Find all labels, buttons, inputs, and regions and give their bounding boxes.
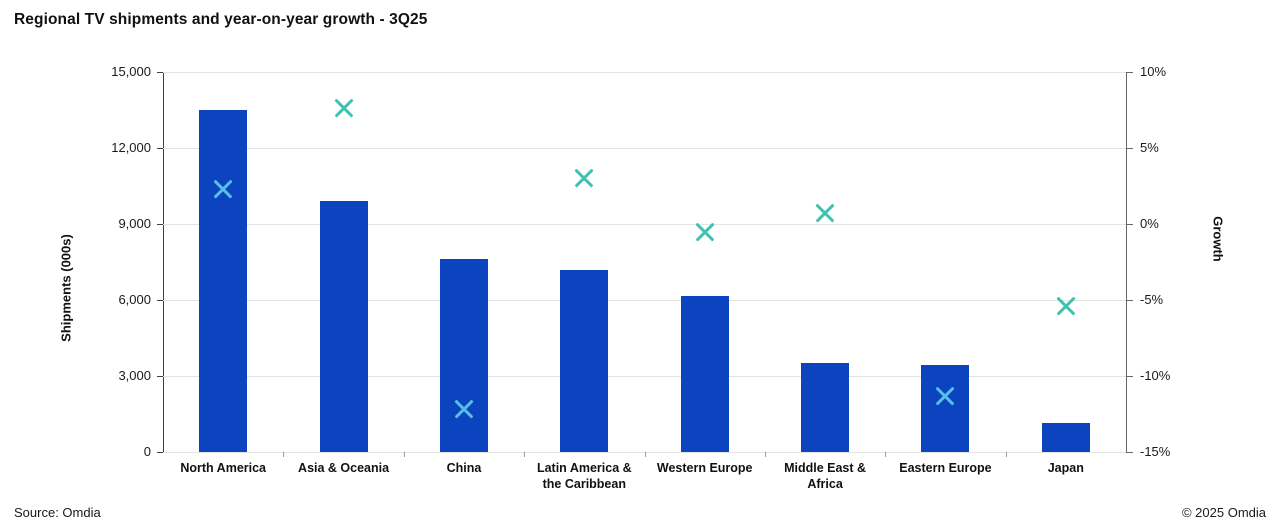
category-label: Western Europe [656, 461, 753, 475]
right-axis-line [1126, 72, 1127, 453]
right-axis-tick [1127, 72, 1133, 73]
left-axis-tick [157, 452, 163, 453]
shipments-bar [801, 363, 850, 452]
growth-x-marker [935, 386, 955, 406]
category-axis-tick [644, 452, 646, 457]
category-label: North America [180, 461, 267, 475]
left-axis-tick [157, 224, 163, 225]
left-axis-tick [157, 148, 163, 149]
left-axis-tick [157, 300, 163, 301]
category-axis-tick [524, 452, 526, 457]
chart-title: Regional TV shipments and year-on-year g… [14, 11, 428, 28]
category-label: Middle East & Africa [784, 461, 867, 491]
right-axis-tick-label: -5% [1140, 292, 1164, 307]
growth-x-marker [695, 222, 715, 242]
left-axis-title: Shipments (000s) [58, 234, 74, 342]
left-axis-tick-label: 6,000 [118, 292, 151, 307]
category-axis-tick [764, 452, 766, 457]
category-label: Eastern Europe [899, 461, 992, 475]
left-axis-line [163, 72, 164, 453]
right-axis-tick [1127, 376, 1133, 377]
gridline [163, 376, 1126, 377]
right-axis-title: Growth [1210, 216, 1226, 262]
growth-x-marker [334, 98, 354, 118]
right-axis-tick-label: -10% [1140, 368, 1171, 383]
left-axis-tick-label: 9,000 [118, 216, 151, 231]
shipments-bar [439, 259, 488, 452]
plot-area [163, 72, 1126, 457]
gridline [163, 72, 1126, 73]
source-note: Source: Omdia [14, 505, 101, 520]
growth-x-marker [213, 179, 233, 199]
category-label: Latin America & the Caribbean [536, 461, 632, 491]
category-label: China [446, 461, 482, 475]
right-axis-tick-label: 0% [1140, 216, 1159, 231]
shipments-bar [319, 201, 368, 452]
right-axis-tick-label: 10% [1140, 64, 1167, 79]
category-axis-tick [885, 452, 887, 457]
right-axis-tick [1127, 300, 1133, 301]
growth-x-marker [1056, 296, 1076, 316]
category-label: Asia & Oceania [298, 461, 390, 475]
category-axis-tick [403, 452, 405, 457]
shipments-bar [199, 110, 248, 452]
left-axis-tick-label: 0 [143, 444, 151, 459]
right-axis-tick [1127, 224, 1133, 225]
right-axis-tick-label: -15% [1140, 444, 1171, 459]
left-axis-tick-label: 12,000 [111, 140, 151, 155]
shipments-bar [1041, 423, 1090, 452]
growth-x-marker [574, 168, 594, 188]
left-axis-tick [157, 376, 163, 377]
shipments-bar [560, 269, 609, 452]
right-axis-tick-label: 5% [1140, 140, 1159, 155]
growth-x-marker [454, 399, 474, 419]
right-axis-tick [1127, 452, 1133, 453]
copyright-note: © 2025 Omdia [1181, 505, 1266, 520]
growth-x-marker [815, 203, 835, 223]
left-axis-tick-label: 3,000 [118, 368, 151, 383]
gridline [163, 224, 1126, 225]
right-axis-tick [1127, 148, 1133, 149]
category-axis-tick [283, 452, 285, 457]
category-label: Japan [1047, 461, 1084, 475]
shipments-bar [921, 364, 970, 452]
gridline [163, 300, 1126, 301]
left-axis-tick-label: 15,000 [111, 64, 151, 79]
category-axis-tick [1005, 452, 1007, 457]
shipments-bar [680, 296, 729, 452]
gridline [163, 148, 1126, 149]
left-axis-tick [157, 72, 163, 73]
